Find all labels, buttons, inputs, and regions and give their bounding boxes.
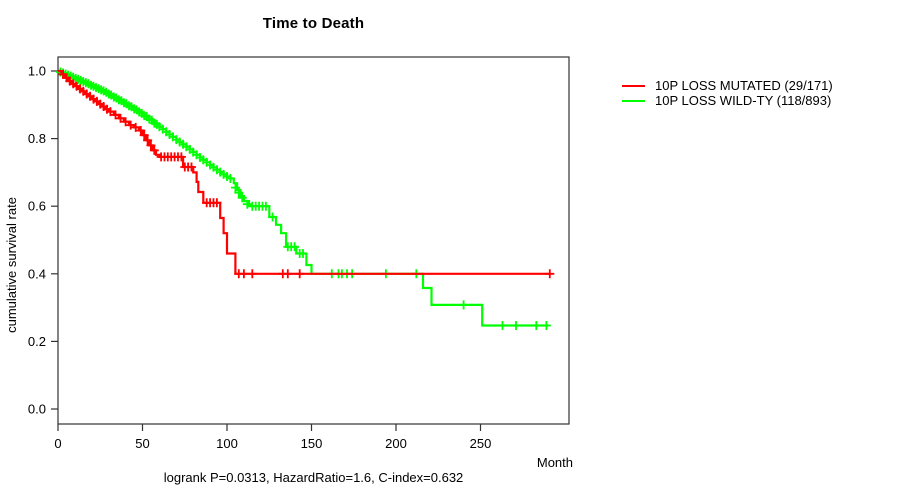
y-axis-label: cumulative survival rate — [4, 197, 19, 333]
legend: 10P LOSS MUTATED (29/171) 10P LOSS WILD-T… — [622, 78, 833, 108]
plot-box — [57, 56, 570, 425]
x-axis-tick-label: 150 — [301, 436, 323, 451]
x-axis-tick-label: 50 — [135, 436, 149, 451]
y-axis-tick-label: 1.0 — [28, 64, 46, 79]
y-axis-tick-label: 0.4 — [28, 266, 46, 281]
legend-label: 10P LOSS WILD-TY (118/893) — [655, 93, 832, 108]
x-axis-label: Month — [537, 455, 573, 470]
survival-curve — [58, 69, 550, 275]
legend-row: 10P LOSS WILD-TY (118/893) — [622, 93, 833, 108]
legend-row: 10P LOSS MUTATED (29/171) — [622, 78, 833, 93]
x-axis-tick-label: 0 — [54, 436, 61, 451]
stats-caption: logrank P=0.0313, HazardRatio=1.6, C-ind… — [163, 470, 464, 485]
survival-curve — [58, 69, 549, 327]
y-axis-tick-label: 0.6 — [28, 199, 46, 214]
chart-title: Time to Death — [262, 15, 365, 32]
censor-marks — [58, 69, 555, 279]
legend-line-swatch — [622, 99, 645, 102]
y-axis-tick-label: 0.0 — [28, 402, 46, 417]
x-axis-tick-label: 250 — [470, 436, 492, 451]
legend-line-swatch — [622, 84, 645, 87]
legend-label: 10P LOSS MUTATED (29/171) — [655, 78, 833, 93]
x-axis-tick-label: 100 — [216, 436, 238, 451]
x-axis-tick-label: 200 — [385, 436, 407, 451]
y-axis-tick-label: 0.2 — [28, 334, 46, 349]
y-axis-tick-label: 0.8 — [28, 131, 46, 146]
